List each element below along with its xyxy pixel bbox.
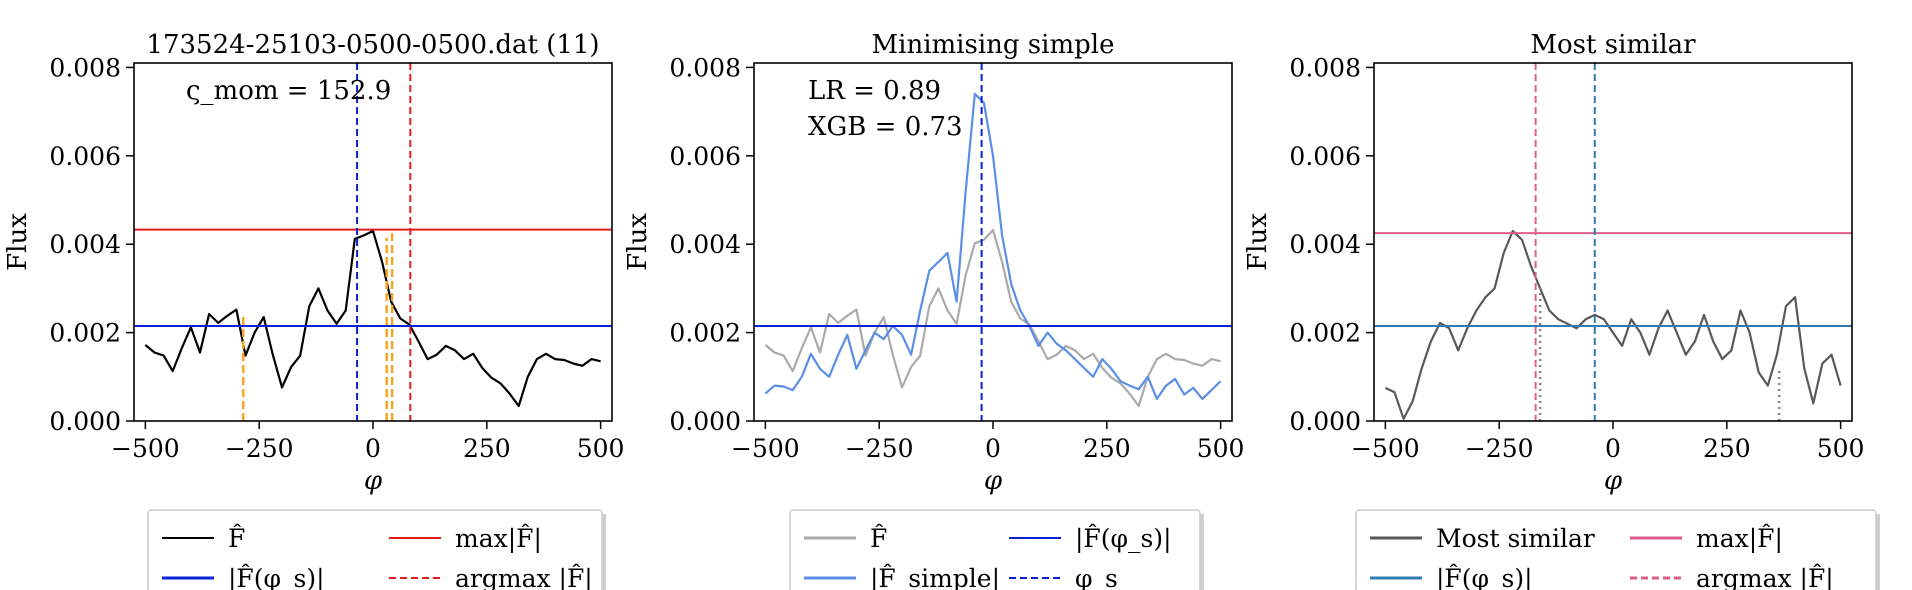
chart-panel-1: −500 −250 0 250 500 0.000 0.002 0.004 0.006 0.008…	[3, 30, 624, 590]
x-tick-label: 500	[577, 434, 625, 463]
y-tick-label: 0.004	[1289, 230, 1361, 259]
x-tick-label: −250	[845, 434, 914, 463]
y-tick-label: 0.000	[49, 407, 121, 436]
y-tick-label: 0.002	[669, 319, 741, 348]
legend-box	[1355, 509, 1877, 590]
x-tick-label: 500	[1197, 434, 1245, 463]
y-tick-label: 0.006	[1289, 142, 1361, 171]
legend-label: F̂	[870, 524, 887, 553]
y-tick-label: 0.008	[49, 53, 121, 82]
y-tick-label: 0.004	[49, 230, 121, 259]
plot-frame	[133, 62, 613, 422]
plot-area	[134, 63, 612, 421]
chart-panel-2: −500 −250 0 250 500 0.000 0.002 0.004 0.006 0.008…	[623, 30, 1244, 590]
y-tick-label: 0.008	[1289, 53, 1361, 82]
y-tick-label: 0.000	[1289, 407, 1361, 436]
legend-label: argmax |F̂|	[1696, 564, 1834, 590]
legend: F̂ max|F̂| |F̂(φ_s)| argmax |F̂|	[147, 509, 606, 590]
series-most-similar-0-line	[1384, 229, 1842, 420]
chart-title: Minimising simple	[872, 30, 1115, 60]
legend-box	[789, 509, 1201, 590]
x-axis-label: φ	[984, 466, 1003, 496]
x-tick-label: 250	[1703, 434, 1751, 463]
x-tick-label: −250	[1465, 434, 1534, 463]
y-axis-label: Flux	[623, 213, 653, 271]
annotation-text: ς_mom = 152.9	[186, 76, 391, 106]
x-axis-label: φ	[1604, 466, 1623, 496]
legend-label: F̂	[228, 524, 245, 553]
legend-label: |F̂(φ_s)|	[228, 564, 325, 590]
y-tick-label: 0.004	[669, 230, 741, 259]
chart-title: 173524-25103-0500-0500.dat (11)	[146, 30, 599, 60]
y-tick-label: 0.006	[49, 142, 121, 171]
y-tick-label: 0.000	[669, 407, 741, 436]
legend-box	[147, 509, 603, 590]
legend: Most similar max|F̂| |F̂(φ_s)| argmax |F̂|	[1355, 509, 1880, 590]
y-tick-label: 0.006	[669, 142, 741, 171]
x-tick-label: 250	[463, 434, 511, 463]
plot-area	[754, 63, 1232, 421]
annotation-text: LR = 0.89	[808, 76, 941, 106]
legend-label: |F̂_simple|	[870, 564, 1000, 590]
x-tick-label: 0	[985, 434, 1001, 463]
series-f-simple-1-line	[764, 92, 1222, 400]
y-axis-label: Flux	[1243, 213, 1273, 271]
chart-panel-3: −500 −250 0 250 500 0.000 0.002 0.004 0.006 0.008…	[1243, 30, 1880, 590]
series-f-0-line	[144, 229, 601, 408]
legend-label: φ_s	[1075, 564, 1118, 590]
y-tick-label: 0.008	[669, 53, 741, 82]
x-tick-label: −500	[1351, 434, 1420, 463]
annotation-text: XGB = 0.73	[808, 112, 963, 142]
y-tick-label: 0.002	[49, 319, 121, 348]
legend-label: max|F̂|	[455, 524, 542, 554]
x-tick-label: 0	[365, 434, 381, 463]
legend: F̂ |F̂(φ_s)| |F̂_simple| φ_s	[789, 509, 1204, 590]
x-tick-label: −500	[731, 434, 800, 463]
y-tick-label: 0.002	[1289, 319, 1361, 348]
plot-frame	[1373, 62, 1853, 422]
x-tick-label: 500	[1817, 434, 1865, 463]
series-f-0-line	[764, 229, 1221, 408]
legend-label: argmax |F̂|	[455, 564, 593, 590]
x-tick-label: 0	[1605, 434, 1621, 463]
legend-label: max|F̂|	[1696, 524, 1783, 554]
legend-label: |F̂(φ_s)|	[1075, 524, 1172, 554]
x-tick-label: 250	[1083, 434, 1131, 463]
x-tick-label: −500	[111, 434, 180, 463]
x-tick-label: −250	[225, 434, 294, 463]
x-axis-label: φ	[364, 466, 383, 496]
legend-label: |F̂(φ_s)|	[1436, 564, 1533, 590]
y-axis-label: Flux	[3, 213, 33, 271]
plot-area	[1374, 63, 1852, 421]
legend-label: Most similar	[1436, 524, 1595, 553]
chart-title: Most similar	[1530, 30, 1696, 60]
